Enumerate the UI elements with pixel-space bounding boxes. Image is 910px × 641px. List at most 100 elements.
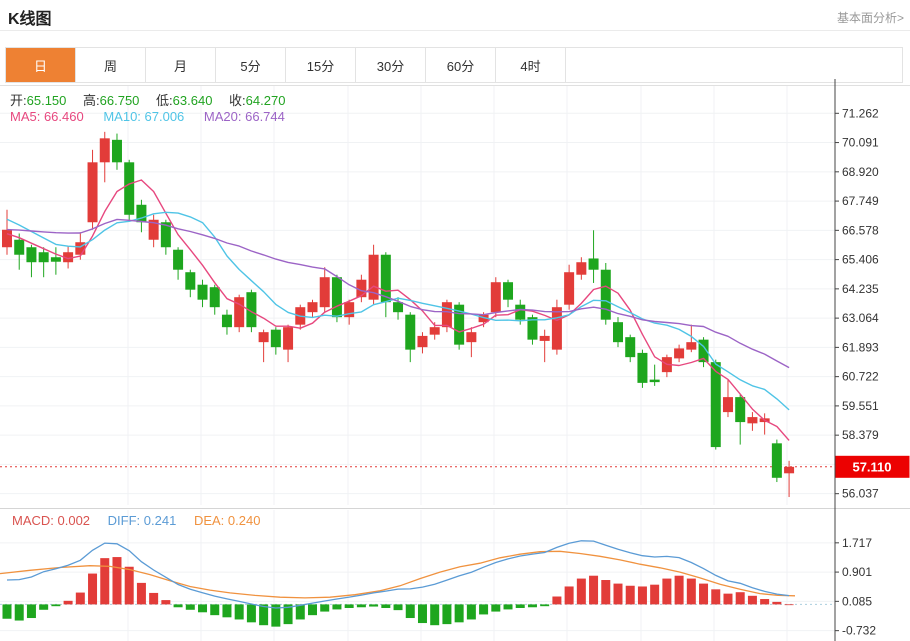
candle-body bbox=[75, 242, 86, 255]
macd-axis-label: -0.732 bbox=[842, 624, 876, 638]
macd-bar bbox=[356, 604, 366, 608]
price-axis-label: 70.091 bbox=[842, 136, 879, 150]
candle-body bbox=[417, 335, 428, 348]
macd-bar bbox=[173, 604, 183, 608]
macd-bar bbox=[222, 604, 232, 618]
candle-body bbox=[784, 466, 795, 474]
candle-body bbox=[527, 317, 538, 340]
candle-body bbox=[111, 139, 122, 163]
macd-bar bbox=[613, 583, 623, 605]
tab-day[interactable]: 日 bbox=[6, 48, 76, 82]
ma5-line bbox=[6, 179, 790, 441]
macd-bar bbox=[185, 604, 195, 610]
macd-bar bbox=[161, 600, 171, 605]
macd-axis-label: 1.717 bbox=[842, 536, 872, 550]
candle-body bbox=[625, 337, 636, 358]
candle-body bbox=[283, 327, 294, 350]
macd-bar bbox=[26, 604, 36, 619]
candle-body bbox=[148, 219, 159, 240]
macd-bar bbox=[14, 604, 24, 621]
candle-body bbox=[551, 307, 562, 350]
candle-body bbox=[136, 204, 147, 223]
macd-bar bbox=[308, 604, 317, 616]
tab-4hour[interactable]: 4时 bbox=[496, 48, 566, 82]
candle-body bbox=[710, 362, 721, 448]
candle-body bbox=[63, 252, 74, 263]
candle-body bbox=[368, 254, 379, 300]
macd-bar bbox=[344, 604, 354, 608]
candle-body bbox=[466, 332, 477, 343]
tab-week[interactable]: 周 bbox=[76, 48, 146, 82]
candle-body bbox=[429, 327, 440, 335]
candle-body bbox=[576, 262, 587, 275]
macd-bar bbox=[2, 604, 12, 619]
candle-body bbox=[674, 348, 685, 359]
candle-body bbox=[50, 257, 61, 262]
macd-bar bbox=[650, 584, 660, 605]
macd-bar bbox=[674, 575, 684, 605]
macd-bar bbox=[332, 604, 342, 610]
macd-bar bbox=[124, 566, 134, 605]
macd-bar bbox=[772, 601, 782, 605]
macd-bar bbox=[88, 573, 98, 605]
candle-body bbox=[588, 258, 599, 270]
candle-body bbox=[771, 443, 782, 478]
tab-5min[interactable]: 5分 bbox=[216, 48, 286, 82]
candle-body bbox=[637, 352, 648, 383]
last-price-badge-text: 57.110 bbox=[852, 459, 891, 474]
candle-body bbox=[221, 314, 232, 328]
macd-bar bbox=[491, 604, 501, 612]
macd-axis-label: 0.085 bbox=[842, 594, 872, 608]
candle-body bbox=[454, 304, 465, 345]
macd-bar bbox=[711, 589, 721, 605]
macd-bar bbox=[430, 604, 440, 626]
candle-body bbox=[14, 239, 25, 255]
macd-bar bbox=[576, 578, 586, 605]
tab-30min[interactable]: 30分 bbox=[356, 48, 426, 82]
tab-60min[interactable]: 60分 bbox=[426, 48, 496, 82]
macd-bar bbox=[686, 578, 696, 605]
macd-bar bbox=[442, 604, 452, 625]
tab-month[interactable]: 月 bbox=[146, 48, 216, 82]
macd-bar bbox=[589, 575, 599, 605]
macd-bar bbox=[405, 604, 415, 619]
macd-bar bbox=[234, 604, 244, 620]
tab-15min[interactable]: 15分 bbox=[286, 48, 356, 82]
ma10-line bbox=[6, 211, 790, 411]
macd-bar bbox=[100, 558, 110, 605]
candle-body bbox=[698, 339, 709, 363]
candle-body bbox=[503, 282, 514, 300]
candle-body bbox=[234, 297, 245, 328]
fundamental-analysis-link[interactable]: 基本面分析> bbox=[836, 11, 904, 25]
price-axis-label: 61.893 bbox=[842, 340, 879, 354]
price-axis-label: 64.235 bbox=[842, 282, 879, 296]
macd-bar bbox=[723, 593, 733, 605]
candle-body bbox=[344, 302, 355, 318]
page-title: K线图 bbox=[8, 11, 52, 28]
candle-body bbox=[258, 332, 269, 343]
candle-body bbox=[209, 287, 220, 308]
price-axis-label: 58.379 bbox=[842, 428, 879, 442]
macd-bar bbox=[63, 600, 73, 605]
candle-body bbox=[246, 292, 257, 328]
macd-bar bbox=[601, 580, 611, 605]
candle-body bbox=[490, 282, 501, 313]
period-tabbar: 日 周 月 5分 15分 30分 60分 4时 bbox=[5, 47, 903, 83]
candle-body bbox=[564, 272, 575, 305]
macd-bar bbox=[320, 604, 330, 612]
macd-bar bbox=[210, 604, 220, 616]
candle-body bbox=[87, 162, 98, 223]
candle-body bbox=[613, 322, 623, 343]
macd-bar bbox=[760, 599, 770, 605]
price-axis-label: 65.406 bbox=[842, 253, 879, 267]
macd-bar bbox=[454, 604, 464, 623]
macd-bar bbox=[283, 604, 293, 625]
macd-bar bbox=[417, 604, 427, 624]
candle-body bbox=[405, 314, 416, 350]
diff-line bbox=[6, 540, 790, 609]
macd-bar bbox=[393, 604, 403, 611]
candle-body bbox=[173, 249, 184, 270]
ma20-line bbox=[6, 218, 790, 369]
candle-body bbox=[2, 229, 12, 248]
